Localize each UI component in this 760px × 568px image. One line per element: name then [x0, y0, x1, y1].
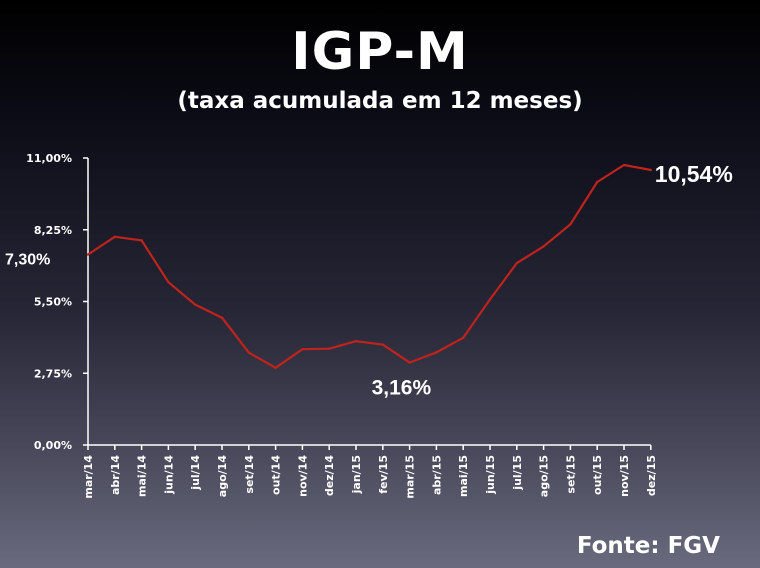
- x-tick-label: ago/14: [216, 455, 229, 498]
- x-tick-label: nov/14: [296, 455, 309, 497]
- x-tick-label: mar/14: [82, 455, 95, 499]
- data-point: [488, 298, 492, 301]
- x-tick-label: abr/14: [109, 455, 122, 495]
- x-tick-label: fev/15: [377, 455, 390, 494]
- data-point: [220, 316, 224, 319]
- chart-subtitle: (taxa acumulada em 12 meses): [177, 88, 583, 114]
- data-point: [622, 163, 626, 167]
- data-point: [408, 361, 411, 364]
- source-label: Fonte: FGV: [576, 533, 720, 559]
- x-tick-label: set/15: [564, 455, 577, 494]
- data-point: [167, 280, 170, 284]
- data-point: [435, 351, 438, 354]
- data-point: [86, 253, 90, 256]
- data-point: [274, 366, 277, 369]
- x-tick-label: out/14: [270, 455, 283, 495]
- data-point: [247, 351, 250, 354]
- y-tick-label: 5,50%: [34, 296, 72, 309]
- x-tick-label: abr/15: [430, 455, 443, 495]
- data-point: [301, 348, 304, 351]
- data-point: [515, 261, 518, 265]
- x-tick-label: nov/15: [618, 455, 631, 497]
- x-tick-label: jul/14: [189, 455, 202, 491]
- data-label: 7,30%: [5, 252, 50, 269]
- data-point: [194, 303, 197, 306]
- data-point: [354, 339, 358, 343]
- x-tick-label: jan/15: [350, 455, 363, 494]
- data-label: 10,54%: [655, 161, 733, 187]
- x-tick-label: dez/15: [645, 455, 658, 496]
- data-point: [462, 336, 465, 339]
- x-tick-label: ago/15: [538, 455, 551, 497]
- data-point: [542, 245, 545, 248]
- data-point: [569, 223, 572, 226]
- data-point: [328, 347, 331, 350]
- data-point: [140, 239, 143, 242]
- x-tick-label: mar/15: [404, 455, 417, 499]
- x-tick-label: mai/15: [457, 455, 470, 497]
- x-tick-label: mai/14: [136, 455, 149, 497]
- series-line: [87, 163, 652, 369]
- x-tick-label: jul/15: [511, 455, 524, 491]
- x-tick-label: set/14: [243, 455, 256, 494]
- x-tick-label: jun/14: [162, 455, 175, 495]
- y-tick-label: 2,75%: [34, 367, 72, 380]
- data-label: 3,16%: [372, 377, 432, 400]
- x-tick-label: dez/14: [323, 455, 336, 496]
- data-point: [649, 168, 652, 172]
- data-point: [113, 235, 117, 238]
- y-tick-label: 0,00%: [34, 439, 72, 452]
- x-tick-label: out/15: [591, 455, 604, 495]
- y-tick-label: 11,00%: [26, 152, 72, 165]
- x-tick-label: jun/15: [484, 455, 497, 495]
- data-point: [381, 343, 384, 346]
- chart-title: IGP-M: [291, 22, 469, 82]
- y-tick-label: 8,25%: [34, 224, 72, 237]
- data-point: [596, 180, 599, 184]
